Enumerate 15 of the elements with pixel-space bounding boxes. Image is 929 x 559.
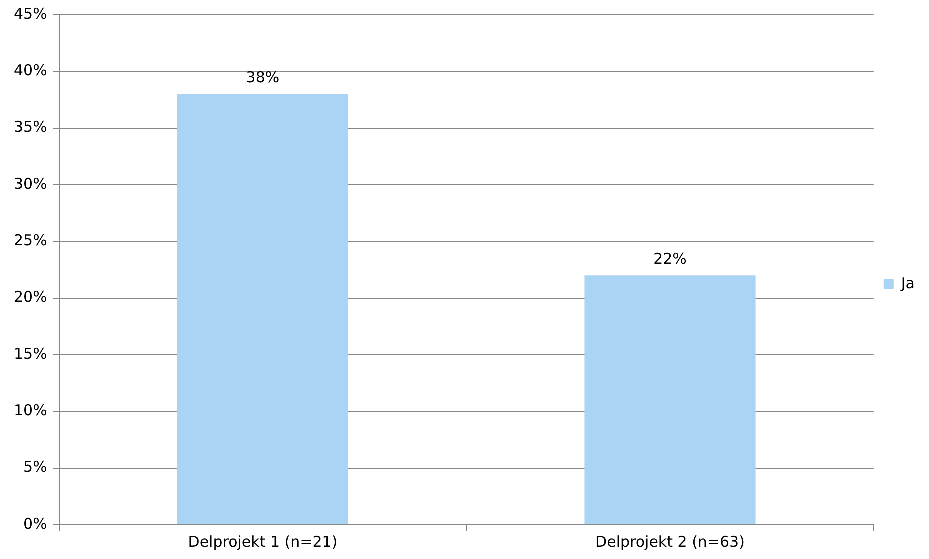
x-tick-label: Delprojekt 1 (n=21): [188, 532, 338, 551]
y-tick-label: 20%: [14, 288, 48, 306]
y-tick-label: 5%: [24, 458, 48, 476]
y-tick-label: 30%: [14, 174, 48, 193]
y-tick-label: 0%: [24, 514, 48, 533]
y-tick-label: 10%: [14, 402, 48, 420]
y-tick-label: 25%: [14, 232, 48, 250]
text: 38%: [246, 68, 280, 87]
y-tick-label: 45%: [14, 4, 48, 23]
y-tick-label: 15%: [14, 344, 48, 363]
text: 22%: [654, 250, 687, 268]
x-tick-label: Delprojekt 2 (n=63): [596, 532, 745, 551]
y-tick-label: 35%: [14, 118, 48, 136]
y-tick-label: 40%: [14, 62, 48, 80]
legend-label: Ja: [900, 274, 916, 292]
